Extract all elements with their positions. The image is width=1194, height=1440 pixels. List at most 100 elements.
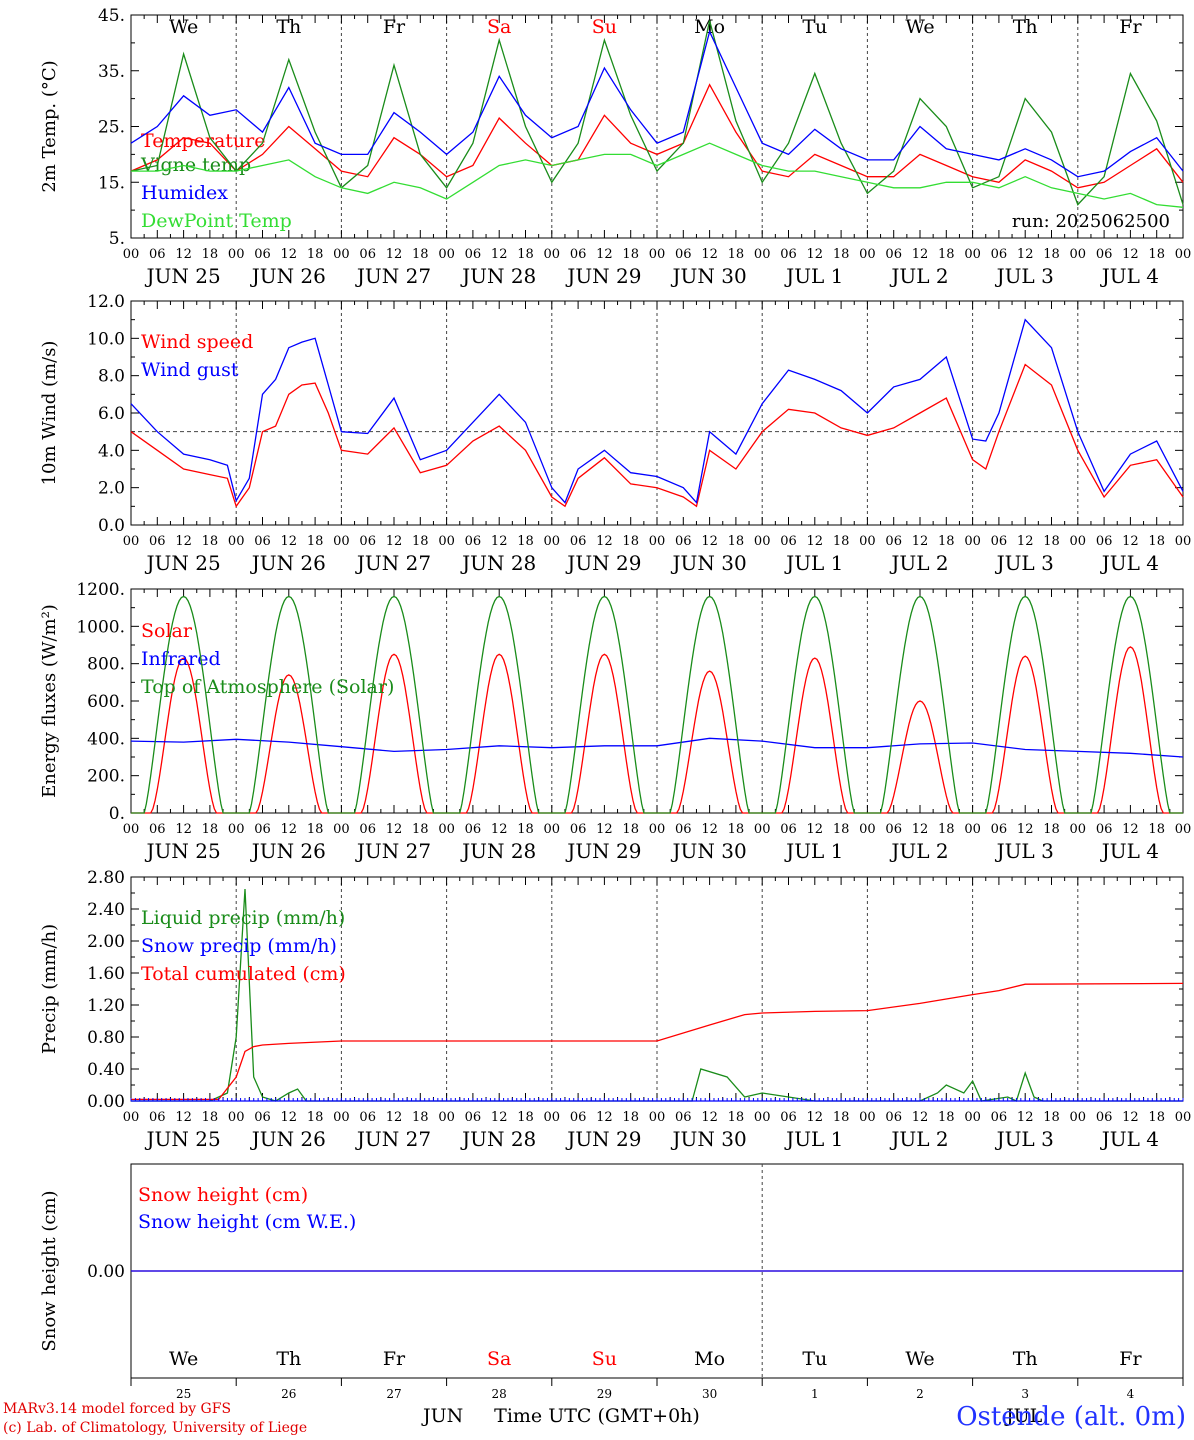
hour-label: 00 xyxy=(1175,534,1192,549)
hour-label: 18 xyxy=(1043,1110,1060,1125)
y-tick-label: 2.80 xyxy=(87,868,125,888)
hour-label: 00 xyxy=(333,534,350,549)
day-label: JUN 30 xyxy=(671,1127,747,1151)
hour-label: 12 xyxy=(175,247,192,262)
weekday-label: Th xyxy=(276,1348,301,1370)
day-number: 25 xyxy=(176,1387,191,1401)
hour-label: 00 xyxy=(123,247,140,262)
weekday-label: Tu xyxy=(802,16,827,38)
hour-label: 18 xyxy=(728,822,745,837)
hour-label: 06 xyxy=(885,822,902,837)
weekday-label: Th xyxy=(1013,1348,1038,1370)
legend-label: DewPoint Temp xyxy=(141,210,292,232)
hour-label: 06 xyxy=(780,534,797,549)
y-tick-label: 2.40 xyxy=(87,900,125,920)
day-number: 29 xyxy=(597,1387,612,1401)
hour-label: 12 xyxy=(912,534,929,549)
hour-label: 06 xyxy=(254,534,271,549)
hour-label: 06 xyxy=(359,247,376,262)
hour-label: 06 xyxy=(359,534,376,549)
hour-label: 06 xyxy=(991,247,1008,262)
y-axis-label: Precip (mm/h) xyxy=(39,924,60,1054)
day-label: JUN 29 xyxy=(565,839,641,863)
hour-label: 12 xyxy=(807,1110,824,1125)
legend-label: Infrared xyxy=(141,648,221,670)
hour-label: 00 xyxy=(964,247,981,262)
series-line-temp-2 xyxy=(130,29,1184,178)
y-axis-label: Snow height (cm) xyxy=(39,1190,60,1351)
day-label: JUL 2 xyxy=(889,1127,948,1151)
weekday-label: Sa xyxy=(487,1348,511,1370)
hour-label: 18 xyxy=(412,1110,429,1125)
day-label: JUN 28 xyxy=(460,839,536,863)
hour-label: 00 xyxy=(228,534,245,549)
y-tick-label: 0.00 xyxy=(87,1092,125,1112)
hour-label: 18 xyxy=(202,822,219,837)
weekday-label: We xyxy=(169,1348,198,1370)
x-axis-title: Time UTC (GMT+0h) xyxy=(494,1405,700,1427)
hour-label: 12 xyxy=(807,247,824,262)
day-label: JUN 30 xyxy=(671,264,747,288)
hour-label: 12 xyxy=(596,247,613,262)
hour-label: 00 xyxy=(1175,247,1192,262)
hour-label: 12 xyxy=(1017,534,1034,549)
hour-label: 18 xyxy=(1148,822,1165,837)
hour-label: 00 xyxy=(964,534,981,549)
day-number: 2 xyxy=(916,1387,924,1401)
hour-label: 06 xyxy=(675,1110,692,1125)
y-tick-label: 8.0 xyxy=(98,367,125,387)
hour-label: 18 xyxy=(728,1110,745,1125)
day-label: JUN 26 xyxy=(250,264,326,288)
day-label: JUL 1 xyxy=(784,1127,843,1151)
y-tick-label: 5. xyxy=(109,229,125,249)
day-label: JUN 27 xyxy=(355,551,431,575)
hour-label: 12 xyxy=(912,1110,929,1125)
legend-label: Vigne temp xyxy=(140,154,251,176)
hour-label: 06 xyxy=(465,822,482,837)
hour-label: 18 xyxy=(517,822,534,837)
hour-label: 18 xyxy=(202,247,219,262)
hour-label: 12 xyxy=(491,247,508,262)
hour-label: 18 xyxy=(412,822,429,837)
hour-label: 18 xyxy=(1043,534,1060,549)
hour-label: 12 xyxy=(1122,1110,1139,1125)
hour-label: 12 xyxy=(1122,534,1139,549)
hour-label: 12 xyxy=(386,822,403,837)
hour-label: 12 xyxy=(912,247,929,262)
day-number: 27 xyxy=(386,1387,401,1401)
day-label: JUN 26 xyxy=(250,1127,326,1151)
panel-frame-energy xyxy=(130,588,1184,814)
hour-label: 18 xyxy=(938,822,955,837)
y-axis-label: 2m Temp. (°C) xyxy=(39,60,60,192)
hour-label: 12 xyxy=(1017,822,1034,837)
hour-label: 00 xyxy=(859,534,876,549)
hour-label: 12 xyxy=(281,822,298,837)
hour-label: 12 xyxy=(701,247,718,262)
day-label: JUL 4 xyxy=(1100,839,1159,863)
y-tick-label: 2.0 xyxy=(98,479,125,499)
hour-label: 18 xyxy=(307,1110,324,1125)
day-label: JUN 29 xyxy=(565,551,641,575)
hour-label: 00 xyxy=(438,247,455,262)
series-line-temp-3 xyxy=(131,142,1184,208)
day-label: JUN 28 xyxy=(460,1127,536,1151)
hour-label: 18 xyxy=(622,1110,639,1125)
y-tick-label: 0.0 xyxy=(98,516,125,536)
weekday-label: Th xyxy=(276,16,301,38)
y-tick-label: 1000. xyxy=(76,617,125,637)
hour-label: 00 xyxy=(754,247,771,262)
hour-label: 00 xyxy=(754,1110,771,1125)
hour-label: 00 xyxy=(649,1110,666,1125)
legend-label: Liquid precip (mm/h) xyxy=(141,907,345,929)
day-label: JUL 4 xyxy=(1100,1127,1159,1151)
hour-label: 18 xyxy=(833,1110,850,1125)
hour-label: 18 xyxy=(622,822,639,837)
hour-label: 12 xyxy=(491,534,508,549)
day-label: JUN 27 xyxy=(355,839,431,863)
y-axis-label: 10m Wind (m/s) xyxy=(39,341,60,486)
hour-label: 00 xyxy=(123,822,140,837)
hour-label: 12 xyxy=(386,1110,403,1125)
weekday-label: We xyxy=(905,16,934,38)
weekday-label: We xyxy=(905,1348,934,1370)
